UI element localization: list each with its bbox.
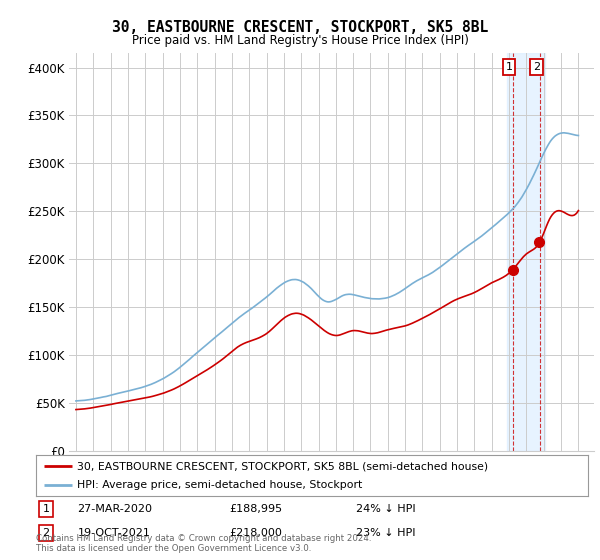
- Text: £218,000: £218,000: [229, 528, 282, 538]
- Text: 30, EASTBOURNE CRESCENT, STOCKPORT, SK5 8BL: 30, EASTBOURNE CRESCENT, STOCKPORT, SK5 …: [112, 20, 488, 35]
- Text: 24% ↓ HPI: 24% ↓ HPI: [356, 504, 416, 514]
- Text: 27-MAR-2020: 27-MAR-2020: [77, 504, 152, 514]
- Text: 23% ↓ HPI: 23% ↓ HPI: [356, 528, 416, 538]
- Text: 2: 2: [533, 62, 541, 72]
- Text: 1: 1: [506, 62, 512, 72]
- Text: Contains HM Land Registry data © Crown copyright and database right 2024.
This d: Contains HM Land Registry data © Crown c…: [36, 534, 371, 553]
- Text: 30, EASTBOURNE CRESCENT, STOCKPORT, SK5 8BL (semi-detached house): 30, EASTBOURNE CRESCENT, STOCKPORT, SK5 …: [77, 461, 488, 471]
- Text: 2: 2: [43, 528, 49, 538]
- Bar: [508, 53, 545, 451]
- Text: 1: 1: [43, 504, 49, 514]
- Text: 19-OCT-2021: 19-OCT-2021: [77, 528, 150, 538]
- Text: HPI: Average price, semi-detached house, Stockport: HPI: Average price, semi-detached house,…: [77, 480, 362, 489]
- Text: Price paid vs. HM Land Registry's House Price Index (HPI): Price paid vs. HM Land Registry's House …: [131, 34, 469, 46]
- Text: £188,995: £188,995: [229, 504, 283, 514]
